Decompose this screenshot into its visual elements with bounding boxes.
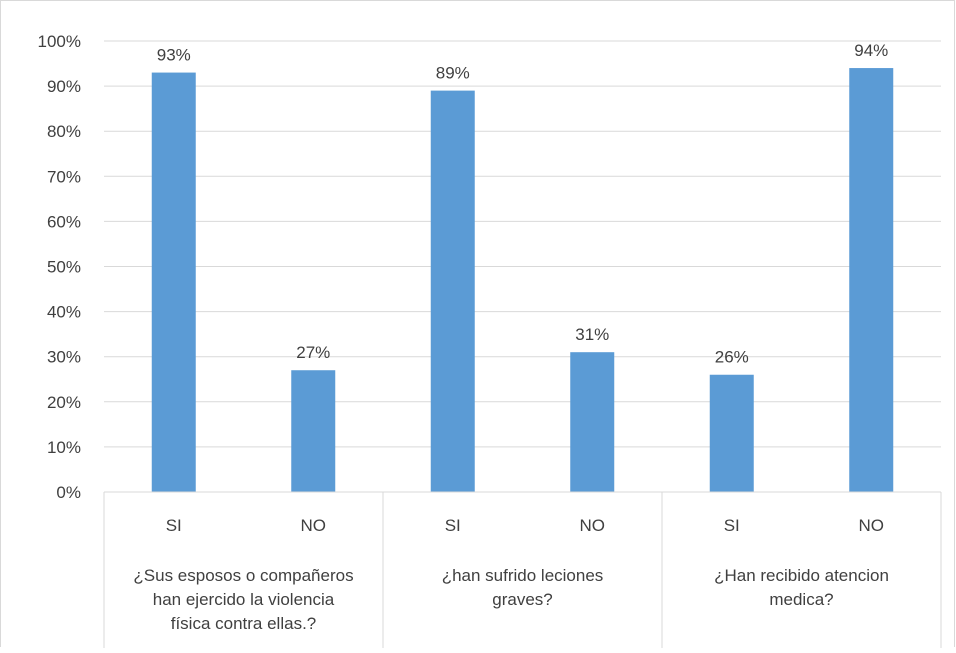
group-label: ¿Han recibido atencion (714, 566, 889, 585)
bar (151, 72, 196, 492)
data-label: 93% (157, 46, 191, 65)
y-tick-label: 80% (47, 122, 81, 141)
y-tick-label: 20% (47, 393, 81, 412)
data-label: 31% (575, 325, 609, 344)
y-tick-label: 40% (47, 303, 81, 322)
bar (570, 352, 615, 492)
category-label: NO (580, 516, 606, 535)
bar (709, 374, 754, 492)
bar (291, 370, 336, 492)
group-label: han ejercido la violencia (153, 590, 335, 609)
bar (849, 68, 894, 492)
group-label: medica? (769, 590, 833, 609)
group-label: ¿Sus esposos o compañeros (133, 566, 353, 585)
data-label: 26% (715, 348, 749, 367)
category-label: NO (301, 516, 327, 535)
category-label: SI (166, 516, 182, 535)
group-label: graves? (492, 590, 552, 609)
y-tick-label: 0% (56, 483, 81, 502)
category-label: NO (859, 516, 885, 535)
bar (430, 90, 475, 493)
y-tick-label: 50% (47, 258, 81, 277)
group-label: ¿han sufrido leciones (442, 566, 604, 585)
data-label: 94% (854, 41, 888, 60)
category-label: SI (445, 516, 461, 535)
y-tick-label: 100% (38, 32, 81, 51)
y-tick-label: 30% (47, 348, 81, 367)
data-label: 27% (296, 343, 330, 362)
y-tick-label: 90% (47, 77, 81, 96)
y-tick-label: 60% (47, 212, 81, 231)
group-label: física contra ellas.? (171, 614, 317, 633)
y-tick-label: 70% (47, 167, 81, 186)
y-tick-label: 10% (47, 438, 81, 457)
data-label: 89% (436, 64, 470, 83)
category-label: SI (724, 516, 740, 535)
